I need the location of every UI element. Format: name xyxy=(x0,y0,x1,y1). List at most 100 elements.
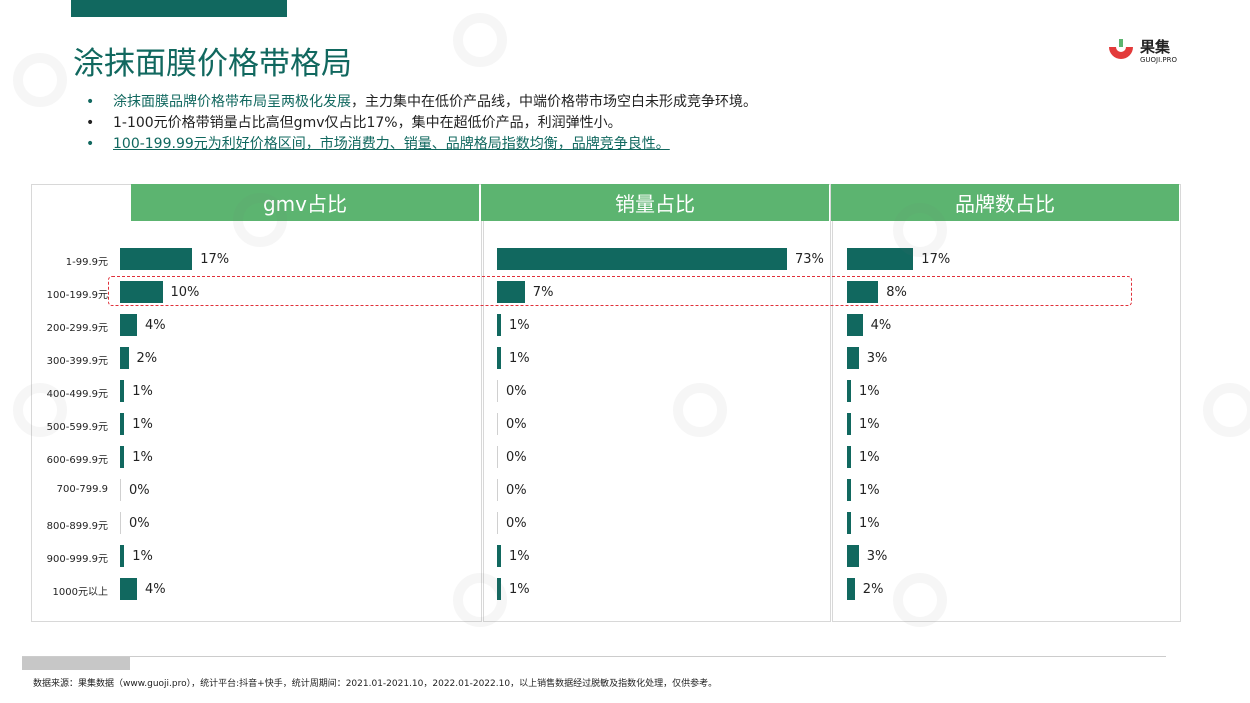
chart-bar xyxy=(120,578,137,600)
chart-data-label: 17% xyxy=(200,252,230,267)
chart-bar xyxy=(847,248,914,270)
chart-data-label: 3% xyxy=(866,351,888,366)
chart-data-label: 4% xyxy=(145,318,166,333)
chart-data-label: 0% xyxy=(506,384,527,399)
brand-logo: 果集 GUOJI.PRO xyxy=(1106,34,1196,68)
chart-bar xyxy=(497,578,501,600)
chart-data-label: 1% xyxy=(509,549,530,564)
chart-data-label: 1% xyxy=(509,582,530,597)
chart-bar xyxy=(847,314,863,336)
chart-bar xyxy=(120,347,129,369)
key-point-1-highlight: 涂抹面膜品牌价格带布局呈两极化发展 xyxy=(113,94,351,110)
key-points-list: • 涂抹面膜品牌价格带布局呈两极化发展，主力集中在低价产品线，中端价格带市场空白未… xyxy=(86,92,757,155)
chart-category-label: 600-699.9元 xyxy=(46,455,108,466)
chart-data-label: 1% xyxy=(132,417,153,432)
logo-name: 果集 xyxy=(1140,38,1171,56)
chart-data-label: 0% xyxy=(506,516,527,531)
chart-bar xyxy=(497,380,498,402)
chart-category-label: 400-499.9元 xyxy=(46,389,108,400)
chart-data-label: 1% xyxy=(132,450,153,465)
chart-data-label: 7% xyxy=(532,285,554,300)
chart-bar xyxy=(847,413,851,435)
footer-tab xyxy=(22,657,130,670)
chart-bar xyxy=(497,248,787,270)
chart-data-label: 17% xyxy=(921,252,951,267)
chart-bar xyxy=(847,512,851,534)
chart-bar xyxy=(497,281,525,303)
chart-bar xyxy=(847,479,851,501)
key-point-2-text: 1-100元价格带销量占比高但gmv仅占比17%，集中在超低价产品，利润弹性小。 xyxy=(113,115,622,131)
chart-category-label: 200-299.9元 xyxy=(46,323,108,334)
chart-bar xyxy=(497,545,501,567)
key-point-3-text: 100-199.99元为利好价格区间，市场消费力、销量、品牌格局指数均衡，品牌竞… xyxy=(113,136,670,152)
key-point-1-text: ，主力集中在低价产品线，中端价格带市场空白未形成竞争环境。 xyxy=(351,94,757,110)
chart-data-label: 2% xyxy=(136,351,158,366)
chart-data-label: 0% xyxy=(129,483,150,498)
chart-bar xyxy=(497,512,498,534)
footer-divider xyxy=(22,656,1166,657)
chart-category-label: 500-599.9元 xyxy=(46,422,108,433)
chart-data-label: 8% xyxy=(886,285,907,300)
bullet-dot-icon: • xyxy=(86,115,95,131)
chart-bar xyxy=(120,248,193,270)
key-point-3: • 100-199.99元为利好价格区间，市场消费力、销量、品牌格局指数均衡，品牌… xyxy=(86,134,757,155)
logo-subtitle: GUOJI.PRO xyxy=(1140,56,1178,64)
chart-data-label: 2% xyxy=(862,582,884,597)
chart-data-label: 4% xyxy=(145,582,166,597)
chart-data-label: 1% xyxy=(859,516,880,531)
chart-bar xyxy=(847,446,851,468)
chart-data-label: 1% xyxy=(132,549,153,564)
chart-bar xyxy=(120,446,125,468)
chart-category-label: 900-999.9元 xyxy=(46,554,108,565)
chart-data-label: 0% xyxy=(506,417,527,432)
chart-data-label: 1% xyxy=(132,384,153,399)
chart-bar xyxy=(120,545,125,567)
top-accent-bar xyxy=(71,0,287,17)
chart-data-label: 1% xyxy=(859,417,880,432)
logo-mark-icon xyxy=(1109,39,1133,59)
chart-data-label: 0% xyxy=(506,450,527,465)
chart-panel-header: 销量占比 xyxy=(481,184,829,221)
highlight-box xyxy=(108,276,1132,306)
chart-bar xyxy=(120,413,125,435)
chart-bar xyxy=(497,413,498,435)
chart-bar xyxy=(847,281,879,303)
chart-panel-header: 品牌数占比 xyxy=(831,184,1179,221)
chart-data-label: 1% xyxy=(509,351,530,366)
data-source-note: 数据来源：果集数据（www.guoji.pro），统计平台:抖音+快手，统计周期… xyxy=(33,679,718,689)
chart-data-label: 73% xyxy=(795,252,824,267)
key-point-2: • 1-100元价格带销量占比高但gmv仅占比17%，集中在超低价产品，利润弹性小… xyxy=(86,113,757,134)
chart-category-label: 800-899.9元 xyxy=(46,521,108,532)
chart-bar xyxy=(847,545,859,567)
chart-data-label: 4% xyxy=(870,318,892,333)
chart-bar xyxy=(120,380,125,402)
bullet-dot-icon: • xyxy=(86,94,95,110)
chart-data-label: 0% xyxy=(129,516,150,531)
page-title: 涂抹面膜价格带格局 xyxy=(73,46,352,82)
chart-bar xyxy=(497,347,501,369)
chart-category-label: 1000元以上 xyxy=(52,587,108,598)
chart-category-label: 700-799.9 xyxy=(56,484,108,495)
key-point-1: • 涂抹面膜品牌价格带布局呈两极化发展，主力集中在低价产品线，中端价格带市场空白未… xyxy=(86,92,757,113)
chart-bar xyxy=(120,314,137,336)
chart-category-label: 100-199.9元 xyxy=(46,290,108,301)
chart-bar xyxy=(847,380,851,402)
chart-bar xyxy=(847,347,859,369)
chart-panel-header: gmv占比 xyxy=(131,184,479,221)
chart-bar xyxy=(497,479,498,501)
chart-bar xyxy=(120,479,121,501)
chart-data-label: 0% xyxy=(506,483,527,498)
chart-category-label: 1-99.9元 xyxy=(65,257,108,268)
chart-data-label: 10% xyxy=(170,285,200,300)
bullet-dot-icon: • xyxy=(86,136,95,152)
chart-category-label: 300-399.9元 xyxy=(46,356,108,367)
chart-bar xyxy=(497,314,501,336)
chart-data-label: 1% xyxy=(509,318,530,333)
chart-bar xyxy=(120,281,163,303)
chart-data-label: 1% xyxy=(859,450,880,465)
chart-data-label: 1% xyxy=(859,384,880,399)
chart-bar xyxy=(497,446,498,468)
chart-data-label: 3% xyxy=(866,549,888,564)
chart-data-label: 1% xyxy=(859,483,880,498)
chart-bar xyxy=(847,578,855,600)
